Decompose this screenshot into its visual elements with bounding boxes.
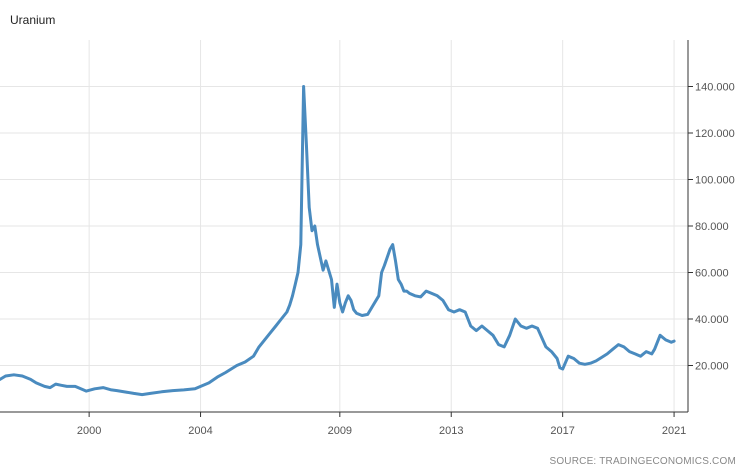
x-tick-label: 2000 (77, 425, 101, 437)
y-tick-label: 60.000 (695, 268, 729, 280)
y-tick-label: 80.000 (695, 221, 729, 233)
x-tick-label: 2009 (328, 425, 352, 437)
series-layer (0, 85, 676, 397)
y-tick-label: 100.000 (695, 175, 735, 187)
axes (0, 40, 693, 417)
y-tick-label: 40.000 (695, 314, 729, 326)
x-tick-label: 2004 (188, 425, 212, 437)
y-tick-label: 20.000 (695, 361, 729, 373)
tick-labels: 20.000 40.000 60.000 80.000 100.000 120.000 14… (77, 82, 735, 438)
x-tick-label: 2013 (439, 425, 463, 437)
x-tick-label: 2021 (662, 425, 686, 437)
chart-title: Uranium (10, 13, 56, 27)
grid-lines (0, 40, 688, 412)
y-tick-label: 120.000 (695, 128, 735, 140)
y-tick-label: 140.000 (695, 82, 735, 94)
x-tick-label: 2017 (550, 425, 574, 437)
source-label: SOURCE: TRADINGECONOMICS.COM (549, 456, 736, 467)
series-line (0, 85, 676, 397)
